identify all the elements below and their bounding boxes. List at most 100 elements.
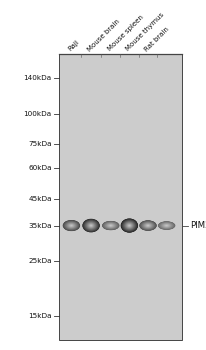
- Ellipse shape: [85, 222, 96, 230]
- Ellipse shape: [159, 222, 173, 229]
- Ellipse shape: [84, 220, 97, 231]
- Ellipse shape: [86, 222, 95, 229]
- Text: Mouse brain: Mouse brain: [87, 18, 121, 52]
- Ellipse shape: [146, 224, 149, 226]
- Ellipse shape: [164, 225, 167, 226]
- Ellipse shape: [163, 224, 169, 227]
- Ellipse shape: [142, 222, 152, 229]
- Ellipse shape: [90, 225, 91, 226]
- Ellipse shape: [106, 224, 114, 228]
- Ellipse shape: [145, 224, 150, 227]
- Ellipse shape: [83, 219, 98, 232]
- Ellipse shape: [102, 221, 118, 230]
- Ellipse shape: [160, 223, 172, 229]
- Ellipse shape: [145, 224, 149, 227]
- Ellipse shape: [142, 222, 153, 229]
- Ellipse shape: [143, 223, 151, 228]
- Ellipse shape: [123, 220, 135, 231]
- Ellipse shape: [104, 222, 116, 229]
- Ellipse shape: [140, 221, 154, 230]
- Ellipse shape: [163, 224, 168, 227]
- Text: 60kDa: 60kDa: [28, 165, 52, 171]
- Ellipse shape: [165, 225, 167, 226]
- Ellipse shape: [90, 225, 92, 226]
- Ellipse shape: [122, 220, 136, 231]
- Ellipse shape: [106, 223, 115, 228]
- Text: 100kDa: 100kDa: [23, 111, 52, 117]
- Ellipse shape: [144, 223, 151, 228]
- Ellipse shape: [66, 222, 76, 229]
- Ellipse shape: [141, 222, 153, 229]
- Ellipse shape: [165, 225, 166, 226]
- Ellipse shape: [65, 222, 77, 230]
- Ellipse shape: [139, 220, 156, 231]
- Ellipse shape: [69, 224, 73, 227]
- Ellipse shape: [140, 221, 155, 230]
- Ellipse shape: [108, 224, 113, 227]
- Ellipse shape: [67, 223, 75, 228]
- Ellipse shape: [140, 222, 154, 230]
- Ellipse shape: [160, 223, 172, 229]
- Ellipse shape: [110, 225, 111, 226]
- Ellipse shape: [121, 219, 137, 232]
- Ellipse shape: [102, 221, 119, 230]
- Ellipse shape: [126, 223, 131, 228]
- Ellipse shape: [122, 220, 136, 231]
- Ellipse shape: [125, 223, 132, 228]
- Ellipse shape: [126, 223, 132, 228]
- Ellipse shape: [124, 222, 133, 229]
- Ellipse shape: [105, 223, 115, 228]
- Ellipse shape: [126, 224, 131, 228]
- Ellipse shape: [145, 224, 150, 227]
- Ellipse shape: [159, 222, 173, 229]
- Ellipse shape: [83, 220, 98, 231]
- Ellipse shape: [110, 225, 111, 226]
- Ellipse shape: [104, 223, 116, 229]
- Ellipse shape: [144, 224, 150, 227]
- Ellipse shape: [86, 222, 95, 229]
- Ellipse shape: [102, 221, 118, 230]
- Ellipse shape: [139, 220, 156, 231]
- Ellipse shape: [121, 219, 136, 232]
- Ellipse shape: [63, 221, 79, 230]
- Ellipse shape: [84, 220, 97, 230]
- Ellipse shape: [87, 223, 94, 228]
- Ellipse shape: [69, 224, 74, 227]
- Ellipse shape: [142, 222, 153, 229]
- Ellipse shape: [160, 223, 172, 229]
- Ellipse shape: [68, 224, 74, 228]
- Ellipse shape: [89, 225, 92, 226]
- Ellipse shape: [69, 224, 73, 227]
- Ellipse shape: [108, 224, 113, 227]
- Ellipse shape: [89, 224, 92, 227]
- Text: 75kDa: 75kDa: [28, 141, 52, 147]
- Ellipse shape: [90, 225, 91, 226]
- Ellipse shape: [164, 224, 168, 226]
- Ellipse shape: [109, 225, 111, 226]
- Bar: [59, 54, 181, 340]
- Ellipse shape: [123, 221, 134, 230]
- Ellipse shape: [128, 225, 130, 226]
- Ellipse shape: [82, 219, 99, 232]
- Text: 45kDa: 45kDa: [28, 196, 52, 202]
- Text: Raji: Raji: [67, 39, 80, 52]
- Ellipse shape: [86, 222, 96, 230]
- Ellipse shape: [157, 221, 174, 230]
- Ellipse shape: [140, 221, 155, 230]
- Ellipse shape: [161, 223, 170, 228]
- Ellipse shape: [165, 225, 167, 226]
- Ellipse shape: [165, 225, 166, 226]
- Ellipse shape: [140, 221, 154, 230]
- Ellipse shape: [144, 224, 151, 228]
- Ellipse shape: [85, 221, 97, 230]
- Ellipse shape: [84, 220, 97, 231]
- Ellipse shape: [66, 223, 76, 229]
- Ellipse shape: [139, 220, 156, 231]
- Ellipse shape: [128, 225, 129, 226]
- Ellipse shape: [158, 222, 174, 230]
- Ellipse shape: [102, 222, 118, 230]
- Ellipse shape: [109, 225, 112, 226]
- Ellipse shape: [67, 223, 75, 228]
- Ellipse shape: [85, 221, 96, 230]
- Ellipse shape: [123, 221, 134, 230]
